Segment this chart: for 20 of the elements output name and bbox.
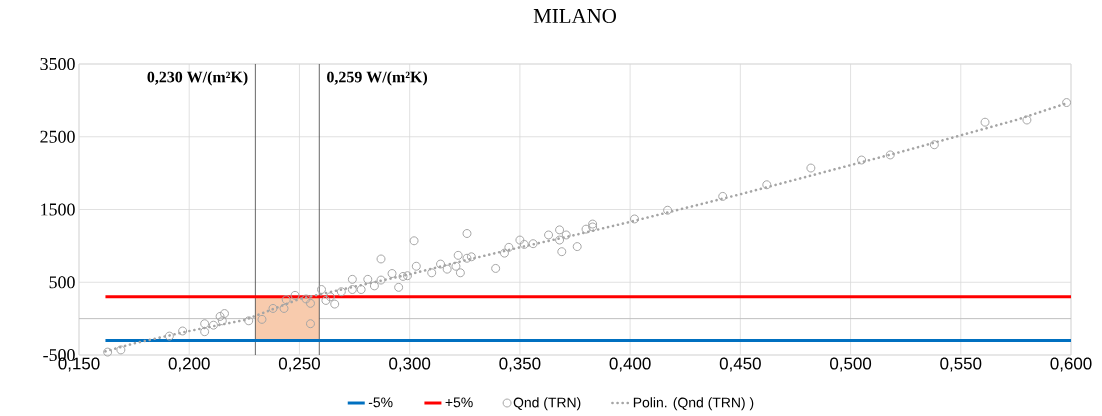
chart-title: MILANO (533, 8, 616, 24)
x-tick-label: 0,350 (499, 357, 541, 372)
ref-line-label: 0,230 W/(m²K) (147, 71, 248, 86)
legend-label: -5% (368, 397, 393, 408)
legend-label: Qnd (TRN) (513, 397, 581, 411)
y-tick-label: 3500 (40, 57, 75, 71)
y-tick-label: 500 (49, 276, 75, 289)
x-tick-label: 0,400 (609, 357, 651, 372)
x-tick-label: 0,200 (168, 357, 210, 372)
x-tick-label: 0,500 (830, 357, 872, 372)
x-tick-label: 0,250 (278, 357, 320, 372)
x-tick-label: 0,550 (940, 357, 982, 372)
x-tick-label: 0,450 (719, 357, 761, 372)
y-tick-label: 2500 (40, 130, 75, 143)
y-tick-label: 1500 (41, 203, 75, 216)
ref-line-label: 0,259 W/(m²K) (327, 71, 428, 86)
x-tick-label: 0,600 (1050, 357, 1092, 372)
x-tick-label: 0,300 (389, 357, 431, 372)
legend-label: Polin. (Qnd (TRN) ) (633, 397, 754, 411)
legend-label: +5% (445, 397, 473, 408)
